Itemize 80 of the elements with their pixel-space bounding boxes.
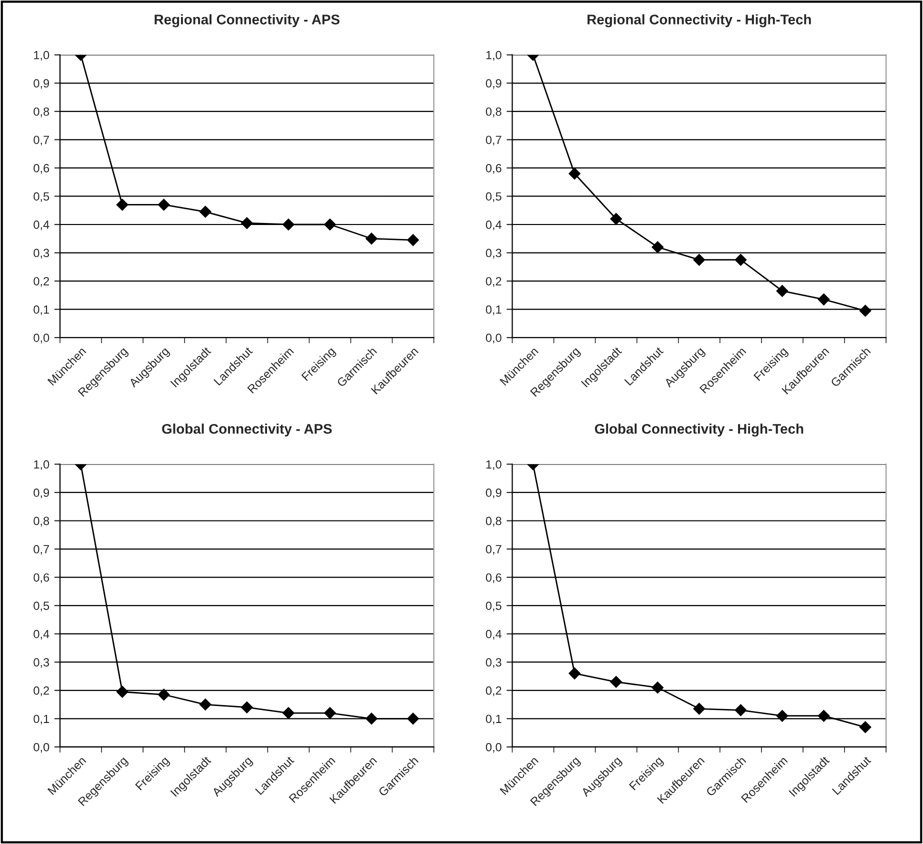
point	[859, 721, 872, 734]
y-tick-label: 0,7	[486, 545, 502, 555]
y-tick-label: 0,0	[34, 334, 50, 344]
point	[324, 218, 336, 230]
point	[734, 704, 747, 716]
y-tick-label: 0,2	[34, 686, 49, 696]
y-tick-label: 0,2	[486, 686, 502, 696]
y-tick-label: 0,1	[34, 305, 50, 316]
point	[568, 168, 580, 180]
y-tick-label: 0,6	[34, 573, 50, 584]
chart-title: Regional Connectivity - APS	[154, 14, 340, 28]
y-tick-label: 0,2	[486, 277, 502, 287]
point	[116, 686, 128, 698]
chart-title: Global Connectivity - APS	[162, 424, 332, 437]
y-tick-label: 0,0	[486, 334, 502, 344]
y-tick-label: 0,5	[486, 602, 502, 612]
point	[734, 254, 747, 266]
point	[116, 198, 128, 211]
point	[199, 698, 212, 710]
point	[652, 682, 664, 694]
point	[818, 710, 830, 722]
point	[776, 285, 788, 297]
point	[324, 707, 336, 719]
y-tick-label: 0,3	[486, 658, 502, 668]
point	[818, 294, 830, 306]
y-tick-label: 0,5	[34, 602, 50, 612]
y-tick-label: 0,1	[34, 714, 50, 724]
y-tick-label: 0,9	[486, 488, 502, 498]
y-tick-label: 0,8	[486, 107, 502, 118]
y-tick-label: 0,1	[486, 305, 502, 316]
y-tick-label: 0,0	[34, 742, 50, 753]
y-tick-label: 0,7	[34, 545, 49, 555]
y-tick-label: 0,3	[34, 658, 50, 668]
y-tick-label: 1,0	[486, 460, 502, 470]
y-tick-label: 0,6	[486, 573, 502, 584]
point	[199, 206, 212, 218]
y-tick-label: 1,0	[486, 50, 502, 61]
point	[568, 668, 580, 680]
y-tick-label: 0,8	[34, 516, 50, 527]
point	[776, 710, 788, 722]
y-tick-label: 0,0	[486, 742, 502, 753]
y-tick-label: 0,9	[34, 79, 50, 89]
point	[282, 707, 294, 719]
y-tick-label: 0,4	[486, 220, 502, 230]
point	[240, 701, 253, 714]
y-tick-label: 0,5	[34, 192, 50, 202]
y-tick-label: 1,0	[34, 50, 50, 61]
y-tick-label: 0,9	[34, 488, 50, 498]
point	[610, 212, 622, 225]
point	[282, 218, 294, 230]
chart-title: Global Connectivity - High-Tech	[594, 424, 804, 437]
point	[652, 241, 664, 254]
y-tick-label: 0,7	[34, 136, 49, 146]
y-tick-label: 1,0	[34, 460, 50, 470]
y-tick-label: 0,9	[486, 79, 502, 89]
y-tick-label: 0,3	[486, 248, 502, 259]
point	[693, 254, 706, 266]
point	[158, 198, 170, 211]
point	[366, 712, 378, 725]
point	[407, 712, 419, 725]
chart-title: Regional Connectivity - High-Tech	[588, 14, 811, 28]
y-tick-label: 0,5	[486, 192, 502, 202]
y-tick-label: 0,4	[34, 630, 50, 640]
point	[407, 234, 419, 246]
y-tick-label: 0,4	[34, 220, 50, 230]
point	[240, 217, 253, 230]
point	[158, 688, 170, 701]
y-tick-label: 0,6	[34, 164, 50, 174]
y-tick-label: 0,1	[486, 714, 502, 724]
point	[366, 232, 378, 245]
point	[610, 676, 622, 688]
y-tick-label: 0,4	[486, 630, 502, 640]
y-tick-label: 0,7	[486, 136, 502, 146]
y-tick-label: 0,2	[34, 277, 49, 287]
point	[859, 304, 872, 317]
y-tick-label: 0,6	[486, 164, 502, 174]
y-tick-label: 0,3	[34, 248, 50, 259]
y-tick-label: 0,8	[34, 107, 50, 118]
point	[693, 702, 706, 715]
y-tick-label: 0,8	[486, 516, 502, 527]
